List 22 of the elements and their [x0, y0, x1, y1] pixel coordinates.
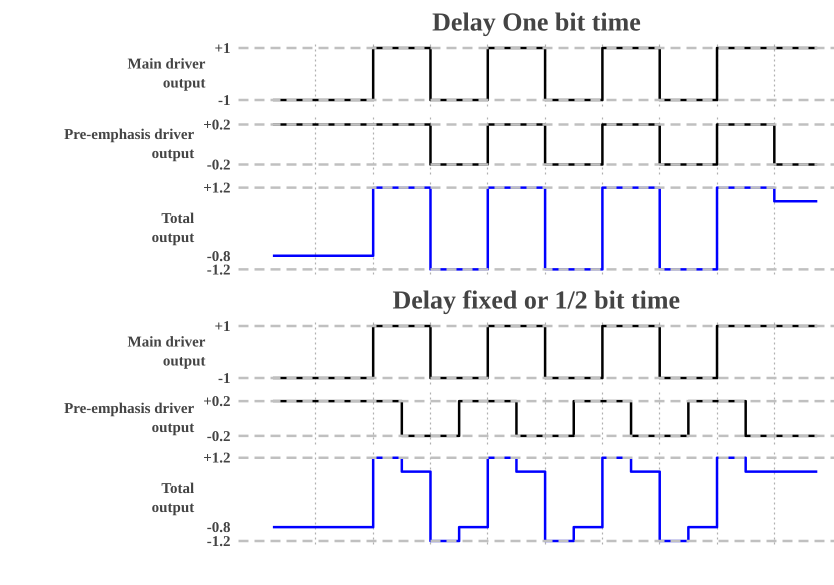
y-axis-title: Pre-emphasis driver output [64, 126, 195, 162]
y-axis-title: Main driver output [128, 334, 206, 370]
y-tick-label: -1 [218, 371, 231, 387]
y-tick-label: -0.2 [206, 158, 231, 174]
y-tick-label: +1.2 [203, 450, 231, 467]
y-tick-label: +1.2 [203, 180, 231, 197]
y-axis-title: Total output [152, 210, 194, 246]
chart-title: Delay fixed or 1/2 bit time [392, 286, 680, 314]
y-axis-title: Main driver output [128, 56, 206, 92]
y-tick-label: +0.2 [203, 118, 231, 134]
y-axis-title: Total output [152, 480, 194, 516]
y-tick-label: +0.2 [203, 394, 231, 410]
y-tick-label: -1 [218, 93, 231, 109]
y-tick-label: -0.8 [206, 248, 231, 265]
y-tick-label: +1 [214, 319, 231, 335]
y-tick-label: +1 [214, 41, 231, 57]
chart-title: Delay One bit time [432, 8, 641, 36]
y-tick-label: -0.2 [206, 428, 231, 445]
y-tick-label: -1.2 [206, 262, 231, 278]
y-tick-label: -0.8 [206, 520, 231, 536]
y-axis-title: Pre-emphasis driver output [64, 400, 195, 436]
y-tick-label: -1.2 [206, 534, 231, 550]
